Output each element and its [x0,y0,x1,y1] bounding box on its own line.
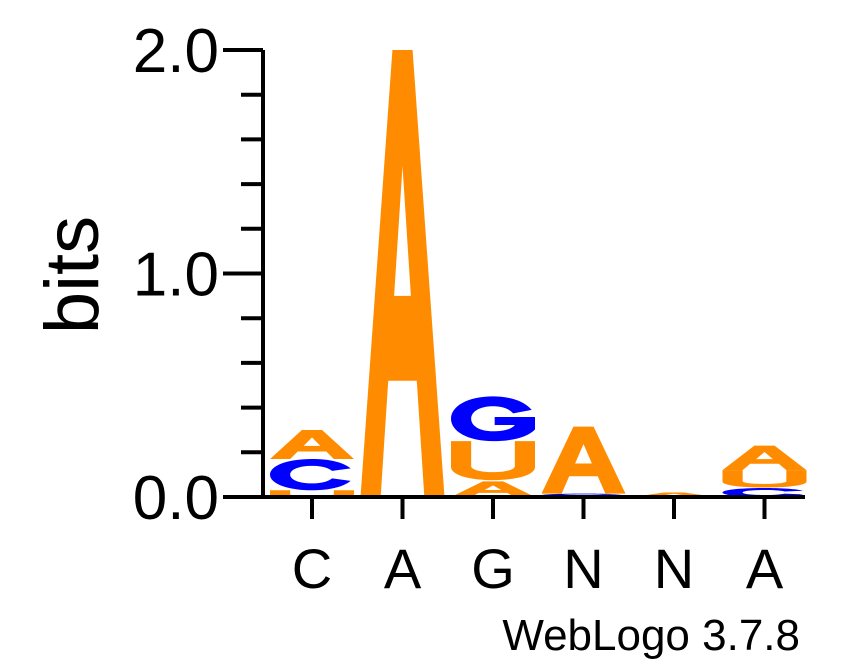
x-tick-label: N [654,537,694,600]
logo-letter-c [722,488,804,497]
x-tick-label: C [292,537,332,600]
y-tick-label: 0.0 [133,464,219,533]
logo-letter-a [360,50,445,498]
logo-letter-u [451,441,535,481]
logo-letter-c [270,459,351,491]
x-tick-label: A [746,537,784,600]
y-axis-label: bits [30,216,115,334]
x-tick-label: G [471,537,515,600]
logo-letter-a [541,426,626,494]
y-tick-label: 1.0 [133,241,219,310]
logo-letter-a [270,429,354,460]
y-tick-label: 2.0 [133,17,219,86]
logo-letter-a [722,445,807,471]
x-tick-label: N [563,537,603,600]
axes: 0.01.02.0C A G N N A [133,17,805,600]
letter-stacks [270,50,807,498]
x-tick-label: A [384,537,422,600]
logo-letter-a [451,481,535,497]
weblogo-credit: WebLogo 3.7.8 [502,611,800,660]
logo-letter-g [451,396,535,442]
logo-letter-u [722,470,807,488]
